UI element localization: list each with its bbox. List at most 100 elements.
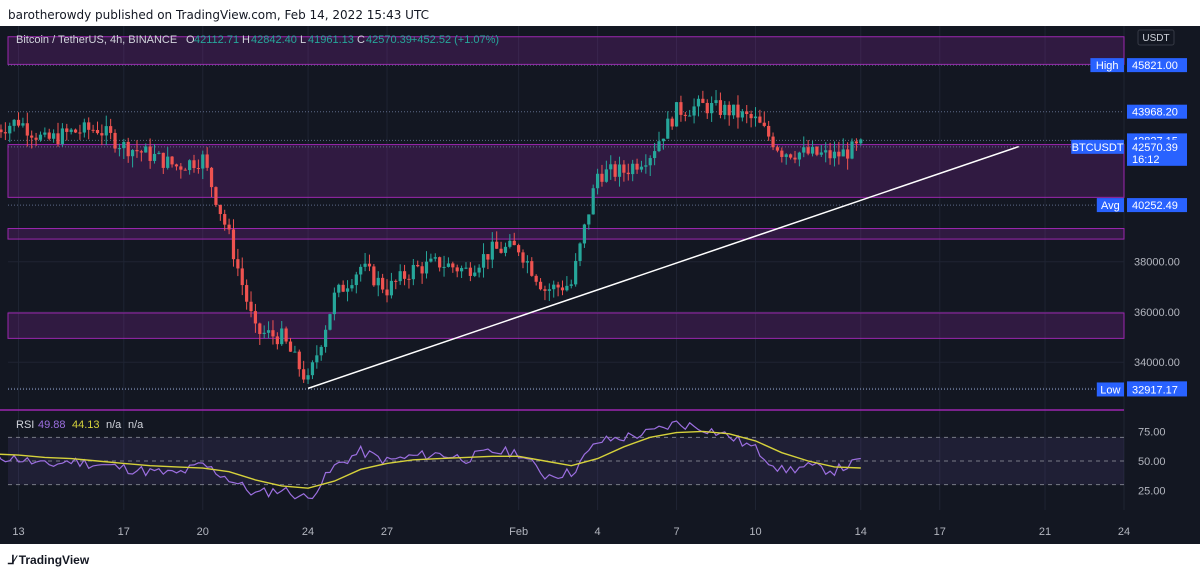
candle-body (385, 289, 389, 296)
candle-body (161, 152, 165, 168)
candle-body (275, 336, 279, 345)
footer: ⅃⁄ TradingView (0, 544, 1200, 574)
candle-body (438, 257, 442, 268)
price-tag-name: BTCUSDT (1072, 142, 1124, 154)
candle-body (595, 173, 600, 189)
rsi-na-1: n/a (106, 419, 122, 431)
candle-body (354, 274, 358, 286)
candle-body (657, 141, 661, 152)
candle-body (622, 164, 626, 173)
candle-body (679, 102, 683, 115)
unit-badge[interactable] (1137, 29, 1175, 46)
candle-body (604, 169, 608, 182)
low-value: 41961.13 (308, 34, 354, 46)
candle-body (372, 266, 376, 286)
price-tag-value: 43968.20 (1132, 107, 1178, 119)
candle-body (196, 168, 200, 170)
candle-body (407, 278, 411, 280)
candle-body (359, 266, 363, 275)
candle-body (683, 114, 687, 116)
candle-body (459, 268, 464, 272)
candle-body (701, 98, 705, 103)
candle-body (117, 148, 122, 150)
candle-body (201, 154, 205, 169)
candle-body (245, 285, 249, 302)
candle-body (179, 166, 183, 170)
candle-body (209, 167, 214, 188)
candle-body (95, 129, 100, 134)
candle-body (828, 150, 832, 159)
candle-body (837, 151, 841, 157)
candle-body (152, 153, 157, 161)
candle-body (376, 277, 380, 286)
candle-body (174, 164, 179, 167)
tradingview-logo[interactable]: ⅃⁄ TradingView (8, 553, 89, 567)
x-tick-label: 4 (595, 526, 601, 538)
candle-body (78, 132, 82, 134)
candle-body (240, 268, 244, 286)
open-value: 42112.71 (194, 34, 239, 46)
candle-body (473, 272, 477, 276)
candle-body (468, 267, 472, 276)
candle-body (249, 301, 253, 312)
candle-body (52, 133, 56, 139)
candle-body (762, 122, 766, 126)
price-tag (1127, 139, 1187, 166)
chart-area[interactable]: 34000.00 36000.00 38000.00 45821.00 High 4396… (0, 26, 1200, 544)
price-tag (1127, 382, 1187, 397)
chart-svg[interactable]: 34000.00 36000.00 38000.00 45821.00 High 4396… (0, 26, 1200, 544)
candle-body (367, 263, 372, 267)
candle-body (280, 328, 284, 345)
candle-body (789, 154, 793, 158)
candle-body (530, 261, 534, 276)
price-tag-name-box (1071, 139, 1124, 154)
candle-body (363, 263, 367, 267)
candle-body (802, 147, 806, 153)
candle-body (69, 129, 73, 132)
high-value: 42842.40 (251, 34, 297, 46)
candle-body (223, 214, 227, 225)
candle-body (12, 119, 16, 126)
candle-body (297, 351, 301, 370)
price-tag-value: 45821.00 (1132, 60, 1178, 72)
candle-body (582, 224, 587, 244)
candle-body (731, 104, 736, 116)
candle-body (411, 264, 415, 280)
candle-body (266, 330, 271, 333)
candle-body (626, 172, 630, 175)
candle-body (271, 330, 275, 337)
candle-body (674, 102, 679, 127)
candle-body (302, 369, 306, 380)
candle-body (135, 150, 139, 152)
trendline (307, 145, 1019, 390)
candle-body (306, 375, 310, 380)
price-tag (1127, 58, 1187, 73)
candle-body (91, 129, 95, 131)
price-tag-name: High (1096, 60, 1119, 72)
price-tag (1127, 104, 1187, 119)
candle-body (144, 146, 148, 153)
price-tag-name: Avg (1101, 200, 1120, 212)
candle-body (824, 150, 828, 153)
candle-body (495, 241, 499, 249)
candle-body (486, 254, 490, 260)
candle-body (214, 187, 218, 205)
price-tag-countdown: 16:12 (1132, 154, 1160, 166)
candle-body (784, 154, 788, 157)
candle-body (30, 135, 34, 138)
candle-body (73, 129, 78, 133)
candle-body (639, 166, 644, 170)
candle-body (859, 139, 863, 144)
candle-body (293, 351, 297, 353)
candle-body (521, 252, 525, 263)
candle-body (188, 160, 192, 171)
rsi-tick-label: 25.00 (1138, 486, 1166, 498)
candle-body (758, 116, 762, 123)
candle-body (8, 125, 12, 134)
rsi-ma-value: 44.13 (72, 419, 100, 431)
candle-body (854, 141, 859, 144)
close-label: C (357, 34, 365, 46)
candle-body (82, 122, 86, 133)
candle-body (644, 165, 648, 167)
price-tag-name-box (1096, 382, 1124, 397)
